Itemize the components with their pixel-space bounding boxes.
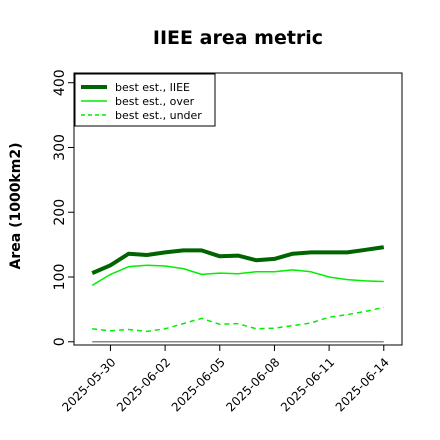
y-axis-label: Area (1000km2) <box>8 143 24 270</box>
x-tick-label: 2025-06-02 <box>114 355 173 414</box>
legend-label: best est., over <box>115 95 195 108</box>
legend-box <box>74 73 216 127</box>
series-line-1 <box>91 245 385 275</box>
series-line-3 <box>92 306 384 333</box>
plot-frame <box>73 72 403 346</box>
legend-label: best est., IIEE <box>115 81 190 94</box>
x-tick-label: 2025-06-11 <box>278 355 337 414</box>
y-tick-label: 300 <box>52 134 68 161</box>
x-tick-label: 2025-06-05 <box>169 355 228 414</box>
series-line-2 <box>91 264 384 287</box>
x-tick-label: 2025-05-30 <box>59 355 118 414</box>
x-tick-label: 2025-06-14 <box>333 355 392 414</box>
legend-label: best est., under <box>115 109 202 122</box>
y-tick-label: 0 <box>52 337 68 346</box>
x-tick-label: 2025-06-08 <box>223 355 282 414</box>
chart-title: IIEE area metric <box>153 27 323 49</box>
series-lines <box>91 245 385 333</box>
y-tick-label: 100 <box>52 264 68 291</box>
y-tick-label: 200 <box>52 199 68 226</box>
y-tick-label: 400 <box>52 69 68 96</box>
